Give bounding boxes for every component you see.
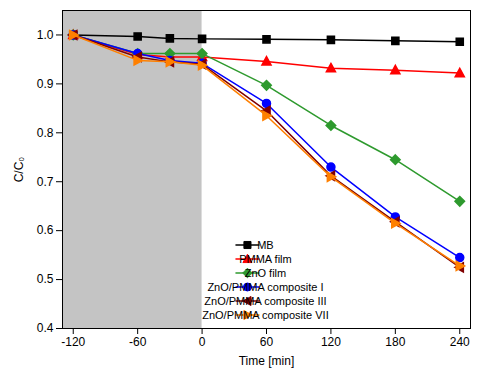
- svg-text:ZnO/PMMA composite III: ZnO/PMMA composite III: [204, 295, 326, 307]
- svg-text:0.4: 0.4: [37, 321, 54, 335]
- svg-text:ZnO/PMMA composite I: ZnO/PMMA composite I: [207, 281, 323, 293]
- svg-text:180: 180: [385, 335, 405, 349]
- svg-text:C/C₀: C/C₀: [12, 157, 26, 183]
- svg-text:240: 240: [450, 335, 470, 349]
- svg-text:-60: -60: [129, 335, 147, 349]
- svg-text:MB: MB: [257, 239, 274, 251]
- svg-text:PMMA film: PMMA film: [239, 253, 292, 265]
- svg-text:60: 60: [260, 335, 274, 349]
- svg-text:ZnO film: ZnO film: [245, 267, 287, 279]
- svg-text:0: 0: [199, 335, 206, 349]
- svg-text:Time [min]: Time [min]: [239, 354, 295, 368]
- svg-text:0.8: 0.8: [37, 126, 54, 140]
- svg-text:1.0: 1.0: [37, 28, 54, 42]
- svg-text:-120: -120: [61, 335, 85, 349]
- svg-text:0.7: 0.7: [37, 175, 54, 189]
- svg-text:ZnO/PMMA composite VII: ZnO/PMMA composite VII: [202, 309, 329, 321]
- svg-text:0.6: 0.6: [37, 223, 54, 237]
- svg-text:0.9: 0.9: [37, 77, 54, 91]
- svg-text:0.5: 0.5: [37, 272, 54, 286]
- svg-text:120: 120: [321, 335, 341, 349]
